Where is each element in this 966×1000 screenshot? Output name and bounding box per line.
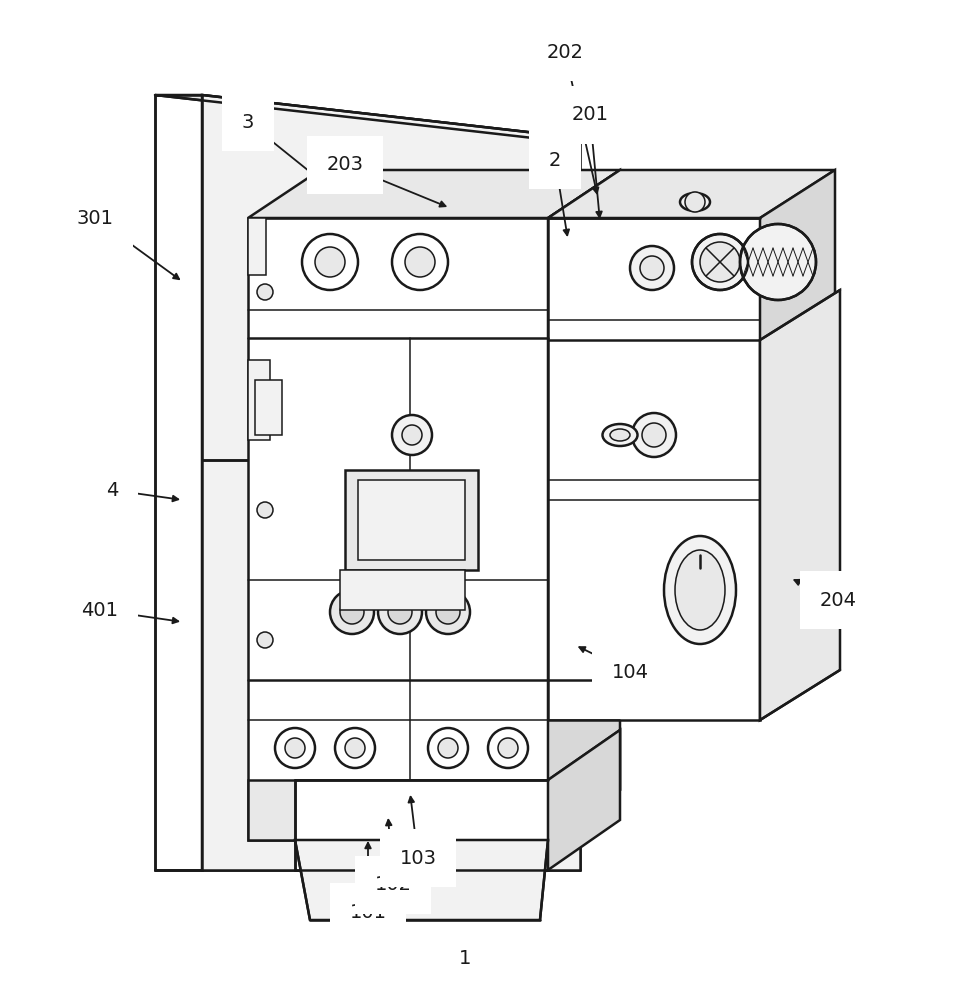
Text: 2: 2: [549, 150, 561, 169]
Circle shape: [345, 738, 365, 758]
Polygon shape: [548, 730, 620, 840]
Ellipse shape: [603, 424, 638, 446]
Text: 103: 103: [400, 848, 437, 867]
Circle shape: [257, 284, 273, 300]
Polygon shape: [155, 95, 202, 870]
Polygon shape: [248, 218, 548, 840]
Circle shape: [498, 738, 518, 758]
Polygon shape: [295, 780, 548, 870]
Polygon shape: [548, 170, 835, 218]
Polygon shape: [760, 170, 835, 720]
Circle shape: [402, 425, 422, 445]
Polygon shape: [295, 840, 548, 920]
Polygon shape: [248, 218, 266, 275]
Circle shape: [685, 192, 705, 212]
Polygon shape: [358, 480, 465, 560]
Polygon shape: [248, 780, 548, 840]
Text: 401: 401: [81, 600, 119, 619]
Polygon shape: [345, 470, 478, 570]
Circle shape: [378, 590, 422, 634]
Circle shape: [257, 392, 273, 408]
Circle shape: [302, 234, 358, 290]
Circle shape: [275, 728, 315, 768]
Circle shape: [315, 247, 345, 277]
Ellipse shape: [680, 193, 710, 211]
Text: 4: 4: [106, 481, 118, 499]
Circle shape: [392, 415, 432, 455]
Circle shape: [330, 590, 374, 634]
Polygon shape: [248, 360, 270, 440]
Circle shape: [630, 246, 674, 290]
Text: 101: 101: [350, 902, 386, 922]
Circle shape: [426, 590, 470, 634]
Circle shape: [405, 247, 435, 277]
Circle shape: [257, 632, 273, 648]
Circle shape: [488, 728, 528, 768]
Circle shape: [257, 502, 273, 518]
Text: 301: 301: [76, 209, 113, 228]
Circle shape: [388, 600, 412, 624]
Circle shape: [438, 738, 458, 758]
Polygon shape: [202, 460, 580, 870]
Circle shape: [436, 600, 460, 624]
Text: 204: 204: [819, 590, 857, 609]
Circle shape: [642, 423, 666, 447]
Polygon shape: [155, 95, 580, 138]
Circle shape: [335, 728, 375, 768]
Polygon shape: [548, 170, 620, 840]
Circle shape: [740, 224, 816, 300]
Circle shape: [340, 600, 364, 624]
Circle shape: [285, 738, 305, 758]
Circle shape: [640, 256, 664, 280]
Polygon shape: [255, 380, 282, 435]
Circle shape: [392, 234, 448, 290]
Polygon shape: [202, 95, 580, 870]
Polygon shape: [548, 730, 620, 870]
Circle shape: [632, 413, 676, 457]
Text: 203: 203: [327, 155, 363, 174]
Text: 102: 102: [375, 876, 412, 894]
Polygon shape: [248, 170, 620, 218]
Ellipse shape: [664, 536, 736, 644]
Circle shape: [700, 242, 740, 282]
Polygon shape: [548, 218, 760, 720]
Text: 202: 202: [547, 42, 583, 62]
Circle shape: [428, 728, 468, 768]
Text: 1: 1: [459, 948, 471, 968]
Circle shape: [692, 234, 748, 290]
Polygon shape: [340, 570, 465, 610]
Polygon shape: [760, 290, 840, 720]
Ellipse shape: [610, 429, 630, 441]
Text: 201: 201: [572, 105, 609, 124]
Text: 104: 104: [611, 662, 648, 682]
Text: 3: 3: [242, 112, 254, 131]
Ellipse shape: [675, 550, 725, 630]
